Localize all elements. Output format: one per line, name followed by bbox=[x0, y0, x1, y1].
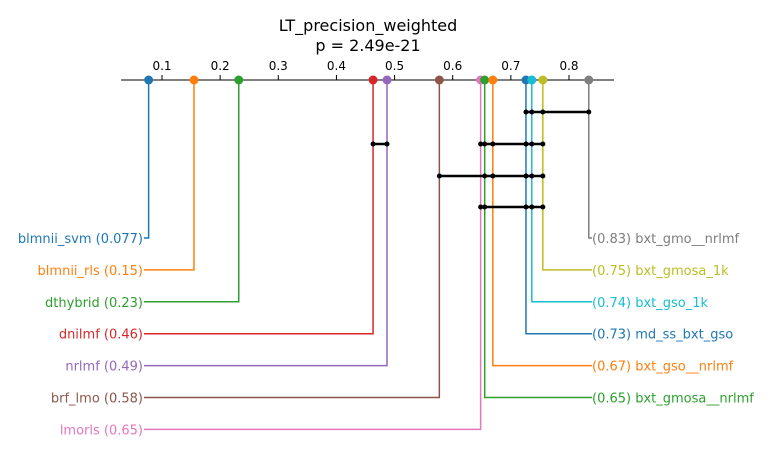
chart-title: LT_precision_weighted bbox=[279, 16, 458, 36]
method-label: nrlmf (0.49) bbox=[65, 360, 143, 375]
method-label: brf_lmo (0.58) bbox=[51, 392, 143, 407]
method-marker bbox=[144, 75, 154, 85]
method-stem bbox=[144, 80, 441, 399]
method-label: (0.75) bxt_gmosa_1k bbox=[592, 264, 729, 279]
method-stem bbox=[531, 80, 592, 303]
clique-bars bbox=[370, 109, 592, 210]
clique-point bbox=[490, 141, 496, 147]
axis-tick-label: 0.1 bbox=[152, 59, 171, 73]
axis-tick-label: 0.8 bbox=[559, 59, 578, 73]
method-label: blmnii_svm (0.077) bbox=[18, 232, 143, 247]
method-marker bbox=[538, 75, 548, 85]
method-stem bbox=[483, 80, 592, 399]
chart-subtitle: p = 2.49e-21 bbox=[315, 36, 420, 55]
clique-point bbox=[523, 204, 529, 210]
method-label: (0.67) bxt_gso__nrlmf bbox=[592, 360, 734, 375]
clique-point bbox=[478, 204, 484, 210]
method-label: (0.74) bxt_gso_1k bbox=[592, 296, 709, 311]
method-label: lmorls (0.65) bbox=[60, 423, 143, 438]
method-marker bbox=[382, 75, 392, 85]
clique-point bbox=[529, 109, 535, 115]
clique-point bbox=[586, 109, 592, 115]
clique-point bbox=[540, 204, 546, 210]
method-stem bbox=[542, 80, 592, 271]
axis-tick-label: 0.4 bbox=[327, 59, 346, 73]
clique-point bbox=[436, 173, 442, 179]
method-stem bbox=[144, 80, 374, 335]
axis-tick-label: 0.5 bbox=[385, 59, 404, 73]
method-stem bbox=[144, 80, 482, 431]
clique-point bbox=[523, 109, 529, 115]
method-marker bbox=[480, 75, 490, 85]
method-marker bbox=[368, 75, 378, 85]
method-label: dnilmf (0.46) bbox=[59, 328, 143, 343]
clique-point bbox=[540, 173, 546, 179]
method-labels: blmnii_svm (0.077) blmnii_rls (0.15) dthyb… bbox=[18, 232, 754, 438]
clique-point bbox=[540, 141, 546, 147]
method-marker bbox=[527, 75, 537, 85]
method-label: blmnii_rls (0.15) bbox=[38, 264, 143, 279]
clique-point bbox=[523, 141, 529, 147]
axis-tick-label: 0.7 bbox=[501, 59, 520, 73]
method-stem bbox=[144, 80, 150, 239]
axis-tick-label: 0.6 bbox=[443, 59, 462, 73]
method-stem bbox=[144, 80, 195, 271]
clique-point bbox=[478, 141, 484, 147]
method-stem bbox=[588, 80, 592, 239]
method-marker bbox=[584, 75, 594, 85]
method-marker bbox=[488, 75, 498, 85]
clique-point bbox=[482, 141, 488, 147]
method-stem bbox=[525, 80, 592, 335]
axis-tick-label: 0.3 bbox=[269, 59, 288, 73]
clique-point bbox=[540, 109, 546, 115]
method-label: dthybrid (0.23) bbox=[45, 296, 143, 311]
method-label: (0.73) md_ss_bxt_gso bbox=[592, 328, 733, 343]
method-markers bbox=[144, 75, 594, 85]
method-stem bbox=[144, 80, 240, 303]
clique-point bbox=[482, 173, 488, 179]
clique-point bbox=[523, 173, 529, 179]
clique-point bbox=[370, 141, 376, 147]
method-label: (0.83) bxt_gmo__nrlmf bbox=[592, 232, 739, 247]
clique-point bbox=[482, 204, 488, 210]
method-stems bbox=[144, 80, 592, 431]
clique-point bbox=[529, 141, 535, 147]
method-marker bbox=[189, 75, 199, 85]
clique-point bbox=[529, 204, 535, 210]
clique-point bbox=[490, 173, 496, 179]
method-label: (0.65) bxt_gmosa__nrlmf bbox=[592, 392, 754, 407]
axis-ticks: 0.1 0.2 0.3 0.4 0.5 0.6 0.7 0.8 bbox=[152, 59, 579, 80]
clique-point bbox=[529, 173, 535, 179]
axis-tick-label: 0.2 bbox=[211, 59, 230, 73]
clique-point bbox=[384, 141, 390, 147]
method-marker bbox=[234, 75, 244, 85]
method-stem bbox=[144, 80, 388, 367]
method-marker bbox=[434, 75, 444, 85]
